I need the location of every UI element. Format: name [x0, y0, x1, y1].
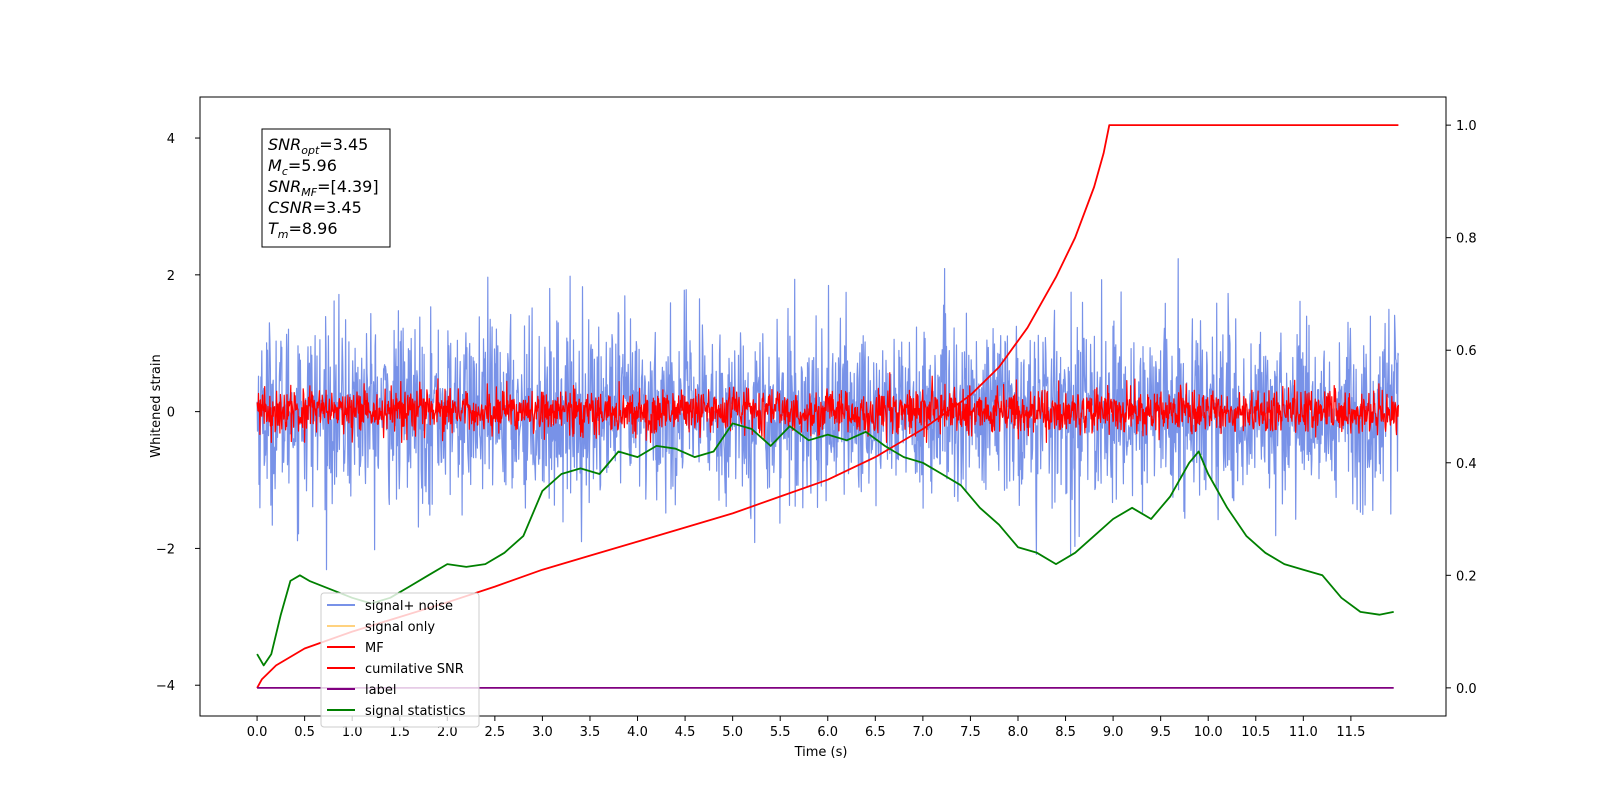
x-tick-label: 1.5	[389, 725, 410, 740]
x-tick-label: 3.5	[580, 725, 601, 740]
x-tick-label: 4.5	[675, 725, 696, 740]
legend-label: signal+ noise	[365, 599, 453, 614]
x-tick-label: 6.0	[817, 725, 838, 740]
stats-line: Mc=5.96	[268, 156, 337, 178]
y-tick-label-right: 0.4	[1456, 457, 1477, 472]
stats-box-frame	[261, 128, 391, 248]
x-tick-label: 8.0	[1008, 725, 1029, 740]
y-tick-label-right: 1.0	[1456, 119, 1477, 134]
x-tick-label: 3.0	[532, 725, 553, 740]
x-axis-title: Time (s)	[794, 745, 848, 760]
x-tick-label: 7.0	[913, 725, 934, 740]
stats-line: Tm=8.96	[268, 219, 338, 241]
y-tick-label-left: 4	[167, 132, 175, 147]
x-tick-label: 5.0	[722, 725, 743, 740]
y-tick-label-right: 0.2	[1456, 569, 1477, 584]
series-line-0	[256, 258, 1399, 571]
x-tick-label: 11.5	[1336, 725, 1365, 740]
y-tick-label-right: 0.0	[1456, 682, 1477, 697]
stats-line: CSNR=3.45	[268, 198, 362, 217]
y-axis-title: Whitened strain	[149, 354, 164, 457]
y-tick-label-left: −4	[156, 679, 175, 694]
legend: signal+ noise signal only MF cumilative SNR…	[320, 592, 480, 728]
y-tick-label-left: 0	[167, 406, 175, 421]
y-tick-label-left: 2	[167, 269, 175, 284]
x-tick-label: 0.5	[294, 725, 315, 740]
x-tick-label: 7.5	[960, 725, 981, 740]
x-tick-label: 6.5	[865, 725, 886, 740]
stats-line: SNRMF=[4.39]	[268, 177, 379, 199]
y-axis-left: −4 −2 0 2 4	[156, 132, 200, 694]
x-tick-label: 9.0	[1103, 725, 1124, 740]
y-tick-label-right: 0.8	[1456, 232, 1477, 247]
legend-label: cumilative SNR	[365, 662, 464, 677]
x-tick-label: 2.5	[485, 725, 506, 740]
legend-label: signal statistics	[365, 704, 466, 719]
x-tick-label: 10.5	[1241, 725, 1270, 740]
x-tick-label: 5.5	[770, 725, 791, 740]
x-tick-label: 2.0	[437, 725, 458, 740]
x-tick-label: 11.0	[1289, 725, 1318, 740]
x-tick-label: 0.0	[247, 725, 268, 740]
legend-label: label	[365, 683, 396, 698]
y-tick-label-right: 0.6	[1456, 344, 1477, 359]
x-tick-label: 9.5	[1150, 725, 1171, 740]
y-tick-label-left: −2	[156, 542, 175, 557]
stats-line: SNRopt=3.45	[268, 135, 368, 157]
x-tick-label: 10.0	[1194, 725, 1223, 740]
series-line-2	[256, 372, 1399, 443]
y-axis-right: 0.0 0.2 0.4 0.6 0.8 1.0	[1446, 119, 1477, 697]
x-axis: 0.0 0.5 1.0 1.5 2.0 2.5 3.0 3.5 4.0 4.5 5.0 5.5 6.0 6…	[247, 716, 1365, 740]
legend-frame	[320, 592, 480, 728]
x-tick-label: 8.5	[1055, 725, 1076, 740]
plot-frame	[199, 96, 1447, 717]
x-tick-label: 1.0	[342, 725, 363, 740]
x-tick-label: 4.0	[627, 725, 648, 740]
legend-label: MF	[365, 641, 384, 656]
legend-label: signal only	[365, 620, 435, 635]
